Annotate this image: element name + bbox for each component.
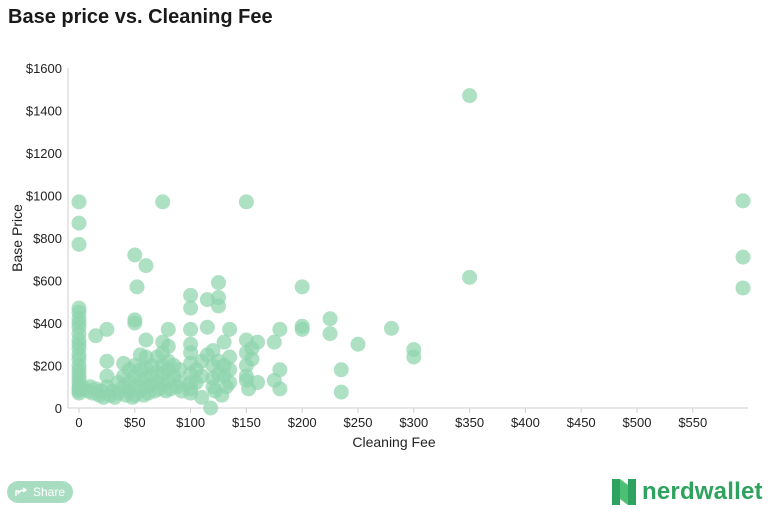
data-point <box>222 375 238 390</box>
data-point <box>238 194 254 210</box>
data-point <box>294 321 310 337</box>
data-point <box>222 349 238 365</box>
data-point <box>127 315 143 331</box>
data-point <box>138 258 154 274</box>
data-point <box>350 336 366 352</box>
data-point <box>383 320 399 336</box>
data-point <box>155 194 171 210</box>
share-label: Share <box>32 485 66 499</box>
chart-title: Base price vs. Cleaning Fee <box>8 6 273 28</box>
data-point <box>211 275 226 291</box>
data-point <box>216 334 232 350</box>
x-tick-label: $200 <box>288 415 317 430</box>
data-point <box>250 334 266 350</box>
data-point <box>735 280 751 296</box>
data-point <box>406 349 422 365</box>
data-point <box>244 351 260 367</box>
share-button[interactable]: Share <box>7 481 73 503</box>
scatter-chart: 0 $200 $400 $600 $800 $1000 $1200 $1400 $1600 0 $5… <box>9 61 751 450</box>
data-point <box>199 319 215 335</box>
nerdwallet-logo-icon <box>612 479 636 505</box>
y-tick-label: $800 <box>33 231 62 246</box>
y-tick-label: $1200 <box>26 146 62 161</box>
share-icon <box>15 487 27 496</box>
data-point <box>88 328 104 344</box>
chart-axes <box>67 68 748 413</box>
data-point <box>71 215 87 231</box>
nerdwallet-logo[interactable]: nerdwallet <box>612 478 763 506</box>
y-axis-title: Base Price <box>9 204 25 272</box>
data-point <box>735 249 751 265</box>
data-point <box>222 362 238 378</box>
data-point <box>99 321 115 337</box>
data-point <box>322 311 338 327</box>
data-point <box>99 353 115 369</box>
x-axis-title: Cleaning Fee <box>352 434 435 450</box>
data-point <box>183 321 199 337</box>
data-point <box>138 332 154 348</box>
data-point <box>199 292 215 308</box>
x-tick-label: $250 <box>344 415 373 430</box>
brand-name: nerdwallet <box>642 478 763 505</box>
y-tick-label: $1400 <box>26 104 62 119</box>
data-point <box>272 381 288 397</box>
data-point <box>129 279 145 295</box>
y-tick-label: $1600 <box>26 61 62 76</box>
data-point <box>250 375 266 390</box>
data-point <box>462 88 478 104</box>
data-point <box>222 321 238 337</box>
data-point <box>183 287 199 303</box>
data-point <box>160 338 176 354</box>
data-point <box>272 362 288 378</box>
data-point <box>194 389 210 405</box>
data-point <box>160 321 176 337</box>
data-point <box>266 334 282 350</box>
data-point <box>735 193 751 209</box>
x-tick-label: $550 <box>678 415 707 430</box>
y-tick-label: $200 <box>33 359 62 374</box>
data-point <box>99 368 115 384</box>
data-point <box>71 194 87 210</box>
data-point <box>211 298 226 314</box>
data-point <box>203 400 219 416</box>
y-tick-label: 0 <box>55 401 62 416</box>
data-point <box>127 247 143 263</box>
x-tick-label: $100 <box>176 415 205 430</box>
y-tick-label: $400 <box>33 316 62 331</box>
x-tick-label: $300 <box>399 415 428 430</box>
x-tick-label: $350 <box>455 415 484 430</box>
y-tick-label: $1000 <box>26 189 62 204</box>
y-tick-label: $600 <box>33 274 62 289</box>
data-point <box>294 279 310 295</box>
x-tick-label: $500 <box>623 415 652 430</box>
data-point <box>272 321 288 337</box>
data-point <box>462 269 478 285</box>
data-point <box>322 326 338 342</box>
data-point <box>183 300 199 316</box>
data-point <box>333 362 349 378</box>
axis-labels: 0 $200 $400 $600 $800 $1000 $1200 $1400 $1600 0 $5… <box>9 61 707 450</box>
x-tick-label: $450 <box>567 415 596 430</box>
x-tick-label: $400 <box>511 415 540 430</box>
data-point <box>183 345 199 361</box>
x-tick-label: $150 <box>232 415 261 430</box>
data-point <box>71 236 87 252</box>
x-tick-label: $50 <box>124 415 146 430</box>
data-point <box>194 368 210 384</box>
scatter-points <box>71 88 751 416</box>
x-tick-label: 0 <box>75 415 82 430</box>
data-point <box>333 384 349 400</box>
